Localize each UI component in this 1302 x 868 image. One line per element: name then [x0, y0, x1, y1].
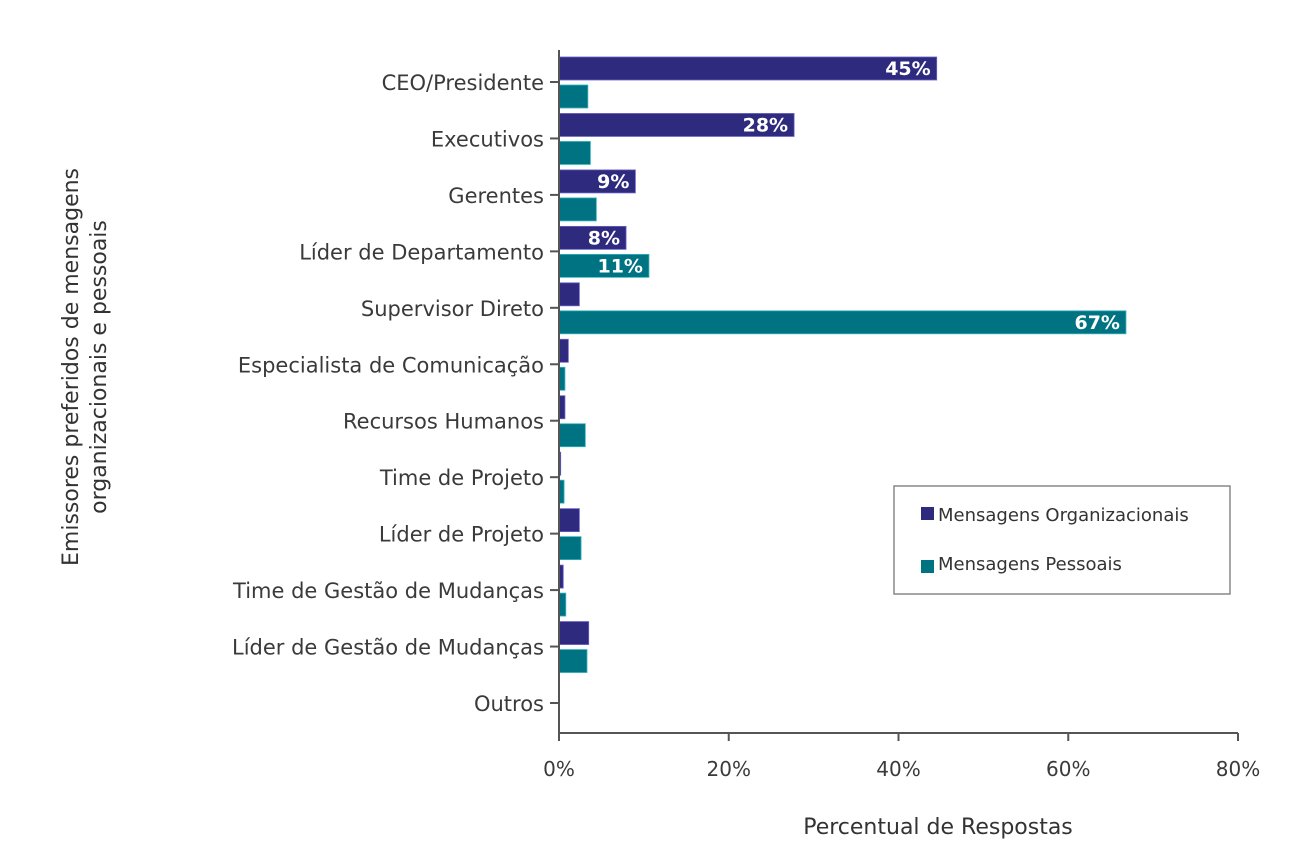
category-label: Especialista de Comunicação — [238, 353, 544, 377]
category-label: Líder de Departamento — [299, 240, 544, 264]
x-tick-label: 40% — [876, 757, 920, 781]
bar-pessoais — [558, 197, 597, 222]
category-label: Time de Gestão de Mudanças — [232, 579, 544, 603]
legend-swatch-pessoais — [921, 560, 934, 573]
x-tick-label: 60% — [1046, 757, 1090, 781]
y-axis-title-line-2: organizacionais e pessoais — [87, 220, 112, 514]
y-axis-title-line-1: Emissores preferidos de mensagens — [59, 168, 84, 566]
bar-pessoais — [558, 84, 589, 109]
bar-organizacionais — [558, 282, 580, 307]
bar-organizacionais — [558, 338, 569, 363]
data-label: 45% — [885, 58, 930, 80]
bar-pessoais — [558, 141, 591, 165]
legend-box — [893, 485, 1231, 595]
legend: Mensagens Organizacionais Mensagens Pess… — [893, 485, 1231, 595]
x-tick-label: 20% — [707, 757, 751, 781]
legend-swatch-organizacionais — [921, 507, 934, 520]
data-label: 11% — [597, 255, 642, 277]
bar-pessoais — [558, 592, 567, 617]
legend-label-organizacionais: Mensagens Organizacionais — [938, 505, 1189, 526]
category-label: CEO/Presidente — [382, 71, 544, 95]
y-axis-title: Emissores preferidos de mensagens organi… — [59, 168, 112, 566]
bar-pessoais — [558, 310, 1127, 335]
bar-organizacionais — [558, 508, 580, 533]
legend-label-pessoais: Mensagens Pessoais — [938, 554, 1122, 575]
category-label: Supervisor Direto — [361, 297, 544, 321]
category-label: Líder de Projeto — [379, 523, 544, 547]
data-label: 8% — [588, 227, 620, 249]
bar-organizacionais — [558, 621, 590, 645]
data-label: 67% — [1074, 312, 1119, 334]
bar-organizacionais — [558, 56, 938, 81]
x-tick-label: 0% — [543, 757, 575, 781]
category-label: Executivos — [431, 127, 544, 151]
category-label: Outros — [474, 692, 544, 716]
x-axis-title: Percentual de Respostas — [803, 815, 1073, 840]
bar-pessoais — [558, 536, 582, 561]
x-tick-label: 80% — [1216, 757, 1260, 781]
category-label: Líder de Gestão de Mudanças — [232, 636, 544, 660]
bar-pessoais — [558, 649, 588, 673]
data-label: 9% — [597, 171, 629, 193]
category-label: Gerentes — [448, 184, 544, 208]
bar-pessoais — [558, 423, 586, 448]
data-label: 28% — [743, 114, 788, 136]
category-label: Time de Projeto — [379, 466, 544, 490]
category-label: Recursos Humanos — [343, 410, 544, 434]
